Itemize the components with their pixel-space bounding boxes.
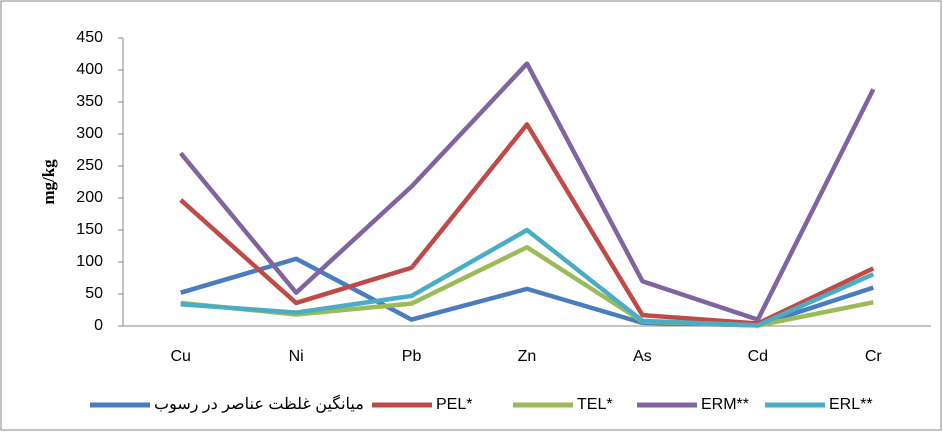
- y-tick-label: 450: [76, 29, 103, 46]
- x-tick-label: As: [633, 348, 652, 365]
- y-tick-label: 250: [76, 157, 103, 174]
- x-tick-label: Ni: [289, 348, 304, 365]
- y-tick-label: 0: [94, 317, 103, 334]
- y-tick-label: 350: [76, 93, 103, 110]
- y-tick-label: 100: [76, 253, 103, 270]
- x-tick-label: Zn: [518, 348, 537, 365]
- y-tick-label: 400: [76, 61, 103, 78]
- x-tick-label: Cu: [170, 348, 190, 365]
- y-tick-label: 150: [76, 221, 103, 238]
- y-axis-title: mg/kg: [39, 159, 58, 205]
- series-line: [178, 61, 876, 322]
- legend-label: TEL*: [577, 396, 613, 413]
- legend-label: میانگین غلظت عناصر در رسوب: [154, 394, 364, 413]
- y-tick-label: 50: [85, 285, 103, 302]
- x-tick-label: Cd: [748, 348, 768, 365]
- legend-label: PEL*: [436, 396, 472, 413]
- legend-label: ERM**: [701, 396, 749, 413]
- y-tick-label: 200: [76, 189, 103, 206]
- y-tick-label: 300: [76, 125, 103, 142]
- series-line: [180, 227, 875, 328]
- x-tick-label: Pb: [402, 348, 422, 365]
- x-tick-label: Cr: [865, 348, 883, 365]
- legend-label: ERL**: [829, 396, 873, 413]
